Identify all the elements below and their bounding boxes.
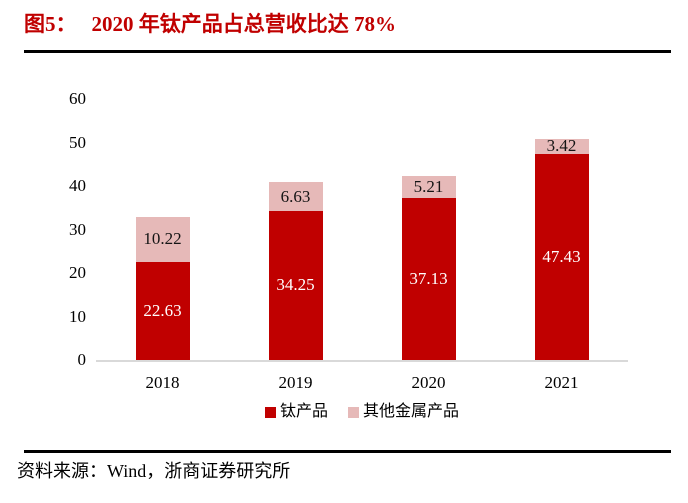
legend-label: 其他金属产品 bbox=[363, 403, 460, 420]
bar-data-label: 5.21 bbox=[413, 177, 444, 197]
y-axis-tick-label: 40 bbox=[69, 176, 86, 195]
bar-data-label: 34.25 bbox=[276, 275, 315, 295]
bottom-divider-rule bbox=[24, 450, 671, 453]
x-axis-baseline bbox=[96, 360, 628, 362]
top-divider-rule bbox=[24, 50, 671, 53]
x-axis-category-label: 2021 bbox=[544, 373, 579, 392]
x-axis-category-label: 2020 bbox=[411, 373, 446, 392]
bar-segment-其他金属产品-2021: 3.42 bbox=[534, 136, 589, 156]
legend-item-钛产品: 钛产品 bbox=[264, 403, 328, 421]
figure-number-label: 图5： bbox=[24, 12, 77, 36]
legend-swatch-icon bbox=[264, 406, 276, 418]
legend-item-其他金属产品: 其他金属产品 bbox=[348, 403, 459, 421]
bar-data-label: 37.13 bbox=[409, 269, 448, 289]
bar-segment-其他金属产品-2018: 10.22 bbox=[135, 217, 190, 262]
source-attribution: 资料来源：Wind，浙商证券研究所 bbox=[17, 461, 291, 481]
y-axis-tick-label: 20 bbox=[69, 263, 86, 282]
y-axis-tick-label: 60 bbox=[69, 89, 86, 108]
bar-segment-钛产品-2021: 47.43 bbox=[534, 153, 589, 360]
figure-title: 2020 年钛产品占总营收比达 78% bbox=[91, 12, 397, 36]
bar-segment-钛产品-2018: 22.63 bbox=[135, 261, 190, 360]
bar-segment-其他金属产品-2019: 6.63 bbox=[268, 182, 323, 211]
y-axis-tick-label: 50 bbox=[69, 132, 86, 152]
y-axis-tick-label: 30 bbox=[69, 219, 86, 239]
bar-segment-其他金属产品-2020: 5.21 bbox=[401, 175, 456, 199]
bar-data-label: 22.63 bbox=[143, 300, 182, 320]
bar-data-label: 47.43 bbox=[542, 246, 581, 266]
chart-legend: 钛产品 其他金属产品 bbox=[96, 403, 628, 421]
bar-segment-钛产品-2020: 37.13 bbox=[401, 198, 456, 360]
bar-data-label: 6.63 bbox=[280, 186, 311, 206]
legend-swatch-icon bbox=[348, 406, 359, 418]
x-axis-category-label: 2019 bbox=[278, 373, 313, 392]
y-axis-tick-label: 10 bbox=[69, 306, 86, 326]
legend-label: 钛产品 bbox=[279, 403, 328, 420]
x-axis-category-label: 2018 bbox=[145, 373, 180, 392]
bar-segment-钛产品-2019: 34.25 bbox=[268, 211, 323, 360]
bar-data-label: 3.42 bbox=[546, 136, 577, 156]
y-axis-tick-label: 0 bbox=[77, 350, 87, 369]
figure-header: 图5： 2020 年钛产品占总营收比达 78% bbox=[24, 11, 396, 37]
bar-data-label: 10.22 bbox=[143, 229, 182, 249]
